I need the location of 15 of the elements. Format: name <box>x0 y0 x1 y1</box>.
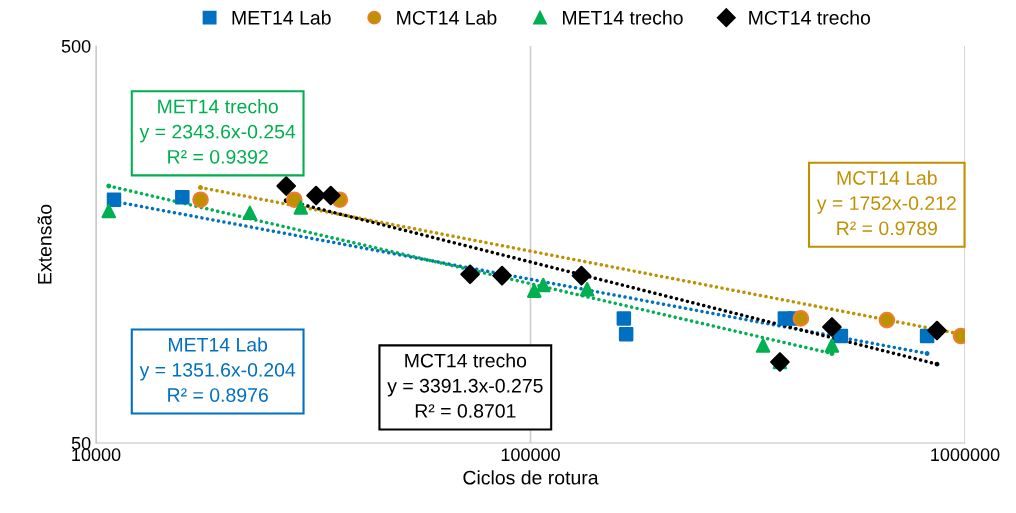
legend-label: MET14 Lab <box>232 10 331 25</box>
annotation: MCT14 Lab y = 1752x-0.212 R² = 0.9789 <box>816 170 956 236</box>
annotation: MCT14 trecho y = 3391.3x-0.275 R² = 0.8701 <box>387 353 543 418</box>
x-tick-label: 100000 <box>501 448 560 462</box>
annotation: MET14 Lab y = 1351.6x-0.204 R² = 0.8976 <box>139 337 296 402</box>
y-tick-label: 500 <box>61 39 91 53</box>
x-tick-label: 10000 <box>72 448 121 462</box>
x-tick-label: 1000000 <box>931 448 1000 462</box>
legend-label: MET14 trecho <box>563 10 683 25</box>
legend-label: MCT14 trecho <box>749 10 871 25</box>
x-axis-title: Ciclos de rotura <box>463 470 599 485</box>
y-tick-label: 50 <box>71 436 91 450</box>
legend-label: MCT14 Lab <box>397 10 497 25</box>
annotation: MET14 trecho y = 2343.6x-0.254 R² = 0.9392 <box>139 99 296 164</box>
y-axis-title: Extensão <box>37 204 52 284</box>
